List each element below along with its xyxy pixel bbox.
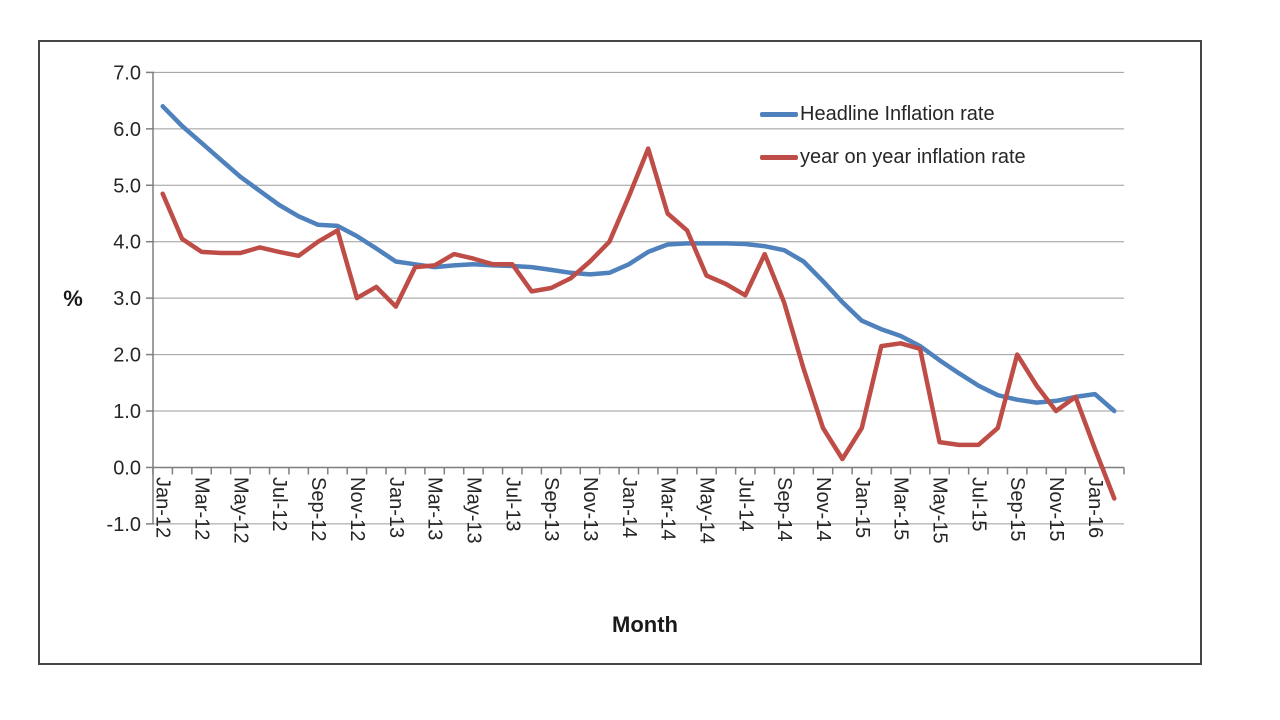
x-tick-label: Jul-15 (967, 477, 989, 531)
gridlines (153, 71, 1124, 525)
x-tick-label: Jan-14 (618, 477, 640, 538)
x-tick-label: Sep-12 (307, 477, 329, 542)
legend-label-headline: Headline Inflation rate (800, 102, 995, 125)
x-tick-label: Mar-15 (890, 477, 912, 540)
x-tick-label: Mar-13 (424, 477, 446, 540)
y-tick-label: 0.0 (113, 457, 141, 479)
x-tick-label: Nov-12 (346, 477, 368, 541)
y-tick-label: 1.0 (113, 401, 141, 423)
y-tick-label: 7.0 (113, 62, 141, 84)
x-tick-label: Jul-13 (501, 477, 523, 531)
x-tick-label: May-14 (695, 477, 717, 544)
x-tick-label: Nov-14 (812, 477, 834, 541)
x-tick-label: Mar-14 (657, 477, 679, 540)
x-tick-label: Nov-15 (1045, 477, 1067, 541)
x-axis-title: Month (612, 612, 678, 637)
x-tick-label: May-13 (462, 477, 484, 544)
x-tick-label: Jan-15 (851, 477, 873, 538)
y-tick-label: -1.0 (107, 514, 141, 536)
legend-label-yoy: year on year inflation rate (800, 145, 1026, 168)
series-line-1 (160, 146, 1117, 501)
axes (146, 71, 1125, 525)
legend-item-headline: Headline Inflation rate (760, 101, 1026, 127)
x-tick-label: Mar-12 (191, 477, 213, 540)
x-tick-label: May-15 (929, 477, 951, 544)
y-tick-label: 2.0 (113, 345, 141, 367)
y-tick-label: 3.0 (113, 288, 141, 310)
x-tick-label: Jan-13 (385, 477, 407, 538)
x-tick-label: Jan-12 (152, 477, 174, 538)
legend-item-yoy: year on year inflation rate (760, 144, 1026, 170)
x-tick-label: Nov-13 (579, 477, 601, 541)
y-tick-label: 4.0 (113, 232, 141, 254)
chart-legend: Headline Inflation rate year on year inf… (760, 101, 1026, 187)
yoy-series-swatch (760, 154, 798, 160)
x-tick-label: May-12 (229, 477, 251, 544)
y-tick-labels: 7.0 6.0 5.0 4.0 3.0 2.0 1.0 0.0 -1.0 (107, 62, 141, 536)
series-line-0 (160, 104, 1117, 414)
y-tick-label: 5.0 (113, 175, 141, 197)
y-tick-label: 6.0 (113, 119, 141, 141)
chart-border-frame (38, 40, 1202, 665)
x-tick-label: Sep-13 (540, 477, 562, 542)
y-axis-title: % (63, 286, 83, 311)
x-tick-label: Jan-16 (1084, 477, 1106, 538)
x-tick-label: Sep-15 (1006, 477, 1028, 541)
x-tick-label: Sep-14 (773, 477, 795, 542)
x-tick-labels: Jan-12 Mar-12 May-12 Jul-12 Sep-12 Nov-12 Jan-… (152, 477, 1106, 544)
x-tick-label: Jul-12 (268, 477, 290, 531)
x-tick-label: Jul-14 (734, 477, 756, 531)
headline-series-swatch (760, 111, 798, 117)
